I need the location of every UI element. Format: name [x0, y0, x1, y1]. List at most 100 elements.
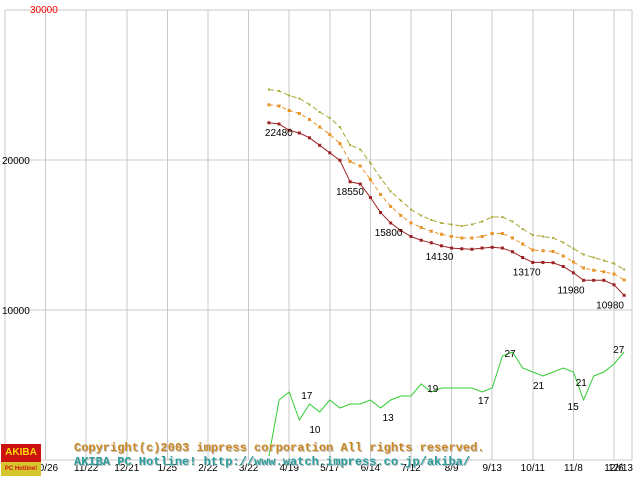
shop-count-line	[268, 351, 625, 457]
highest-price-marker	[318, 111, 321, 113]
average-price-marker	[348, 160, 352, 163]
average-price-marker	[429, 229, 433, 233]
y-axis-label: 30000	[30, 5, 58, 16]
lowest-price-marker	[379, 211, 383, 214]
lowest-price-marker	[328, 151, 332, 155]
average-price-marker	[592, 268, 596, 272]
average-price-marker	[571, 260, 575, 264]
highest-price-marker	[552, 237, 555, 239]
lowest-price-marker	[429, 241, 433, 245]
count-point-label: 21	[576, 378, 588, 389]
x-tick-label: 2/22	[198, 463, 218, 474]
lowest-price-marker	[358, 182, 362, 186]
x-tick-label: 7/12	[401, 463, 421, 474]
x-tick-label: 11/8	[564, 463, 583, 474]
highest-price-marker	[288, 94, 291, 97]
y-axis-label: 10000	[2, 306, 30, 317]
highest-price-marker	[338, 126, 341, 128]
count-point-label: 13	[383, 413, 395, 424]
lowest-price-marker	[521, 256, 525, 259]
x-tick-label: 3/22	[239, 463, 259, 474]
average-price-marker	[277, 104, 281, 108]
lowest-price-marker	[500, 246, 504, 250]
average-price-marker	[439, 232, 443, 236]
average-price-marker	[328, 133, 332, 136]
akiba-logo-subtitle: PC Hotline!	[1, 462, 41, 476]
lowest-price-marker	[368, 196, 372, 199]
average-price-marker	[521, 242, 525, 246]
average-price-marker	[470, 236, 474, 240]
price-point-label: 22480	[265, 128, 293, 139]
count-point-label: 17	[301, 391, 313, 402]
lowest-price-marker	[287, 128, 291, 132]
lowest-price-marker	[470, 247, 474, 251]
highest-price-marker	[389, 190, 392, 193]
highest-price-marker	[623, 268, 626, 271]
average-price-marker	[460, 236, 464, 240]
average-price-marker	[511, 236, 514, 240]
average-price-marker	[531, 248, 535, 252]
highest-price-marker	[501, 216, 504, 218]
highest-price-line	[268, 89, 625, 270]
highest-price-marker	[328, 117, 331, 119]
akiba-logo-title: AKIBA	[1, 444, 41, 462]
x-tick-label: 12/13	[608, 463, 633, 474]
average-price-line	[268, 104, 625, 281]
lowest-price-marker	[450, 246, 454, 250]
average-price-marker	[622, 278, 626, 282]
highest-price-marker	[430, 219, 433, 221]
highest-price-marker	[298, 97, 301, 100]
lowest-price-marker	[409, 235, 413, 238]
count-point-label: 21	[533, 381, 545, 392]
x-tick-label: 8/9	[445, 463, 459, 474]
lowest-price-marker	[267, 121, 271, 125]
count-point-label: 19	[427, 384, 439, 395]
average-price-marker	[480, 235, 484, 238]
x-tick-label: 10/26	[33, 463, 58, 474]
count-point-label: 17	[478, 396, 490, 407]
lowest-price-marker	[612, 283, 616, 287]
lowest-price-marker	[602, 278, 606, 282]
x-tick-label: 4/19	[279, 463, 299, 474]
highest-price-marker	[349, 144, 352, 146]
price-point-label: 18550	[336, 187, 364, 198]
lowest-price-marker	[338, 158, 342, 162]
lowest-price-marker	[511, 250, 514, 254]
highest-price-marker	[267, 88, 270, 91]
x-tick-label: 11/22	[74, 463, 99, 474]
highest-price-marker	[308, 103, 311, 106]
lowest-price-marker	[389, 221, 393, 225]
lowest-price-marker	[592, 278, 596, 282]
highest-price-marker	[541, 235, 544, 238]
lowest-price-marker	[460, 247, 464, 251]
price-point-label: 14130	[426, 252, 454, 263]
lowest-price-marker	[419, 238, 423, 242]
highest-price-marker	[481, 220, 484, 223]
average-price-marker	[399, 214, 403, 217]
x-tick-label: 1/25	[158, 463, 178, 474]
highest-price-marker	[359, 148, 362, 151]
highest-price-marker	[491, 216, 494, 218]
highest-price-marker	[511, 220, 514, 223]
highest-price-marker	[278, 90, 281, 92]
highest-price-marker	[582, 253, 585, 256]
lowest-price-marker	[480, 246, 484, 250]
highest-price-marker	[531, 234, 534, 236]
average-price-marker	[612, 272, 616, 276]
x-tick-label: 6/14	[361, 463, 381, 474]
average-price-marker	[582, 266, 586, 270]
average-price-marker	[287, 109, 291, 112]
highest-price-marker	[450, 223, 453, 226]
average-price-marker	[267, 103, 271, 107]
price-point-label: 13170	[513, 267, 541, 278]
lowest-price-marker	[308, 136, 311, 140]
count-point-label: 27	[505, 349, 517, 360]
lowest-price-marker	[561, 265, 565, 268]
average-price-marker	[338, 142, 342, 145]
lowest-price-marker	[551, 261, 555, 265]
average-price-marker	[358, 164, 362, 168]
average-price-marker	[379, 193, 383, 196]
highest-price-marker	[562, 241, 565, 244]
price-point-label: 15800	[375, 228, 403, 239]
